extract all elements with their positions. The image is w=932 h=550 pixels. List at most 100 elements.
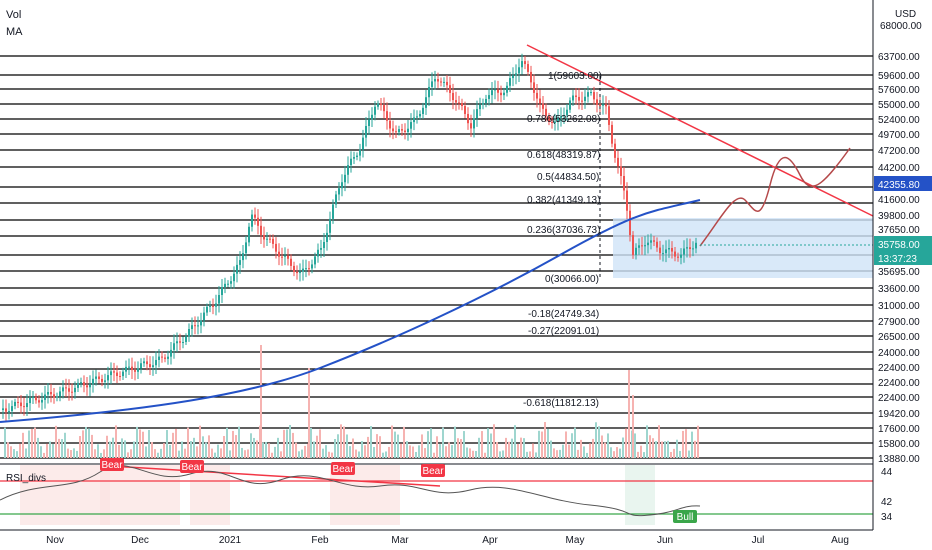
time-tick: Feb	[311, 535, 329, 546]
candle-body	[518, 67, 520, 74]
candle-body	[605, 104, 607, 107]
candle-body	[62, 387, 64, 392]
candle-body	[446, 81, 448, 86]
candle-body	[521, 61, 523, 68]
candle-body	[125, 366, 127, 372]
volume-bar	[166, 430, 168, 458]
candle-body	[203, 312, 205, 321]
candle-body	[149, 364, 151, 367]
candle-body	[431, 81, 433, 87]
candle-body	[299, 271, 301, 274]
candle-body	[497, 89, 499, 93]
volume-bar	[634, 433, 636, 458]
candle-body	[206, 306, 208, 313]
candle-body	[287, 255, 289, 259]
volume-bar	[667, 440, 669, 458]
volume-bar	[514, 425, 516, 458]
candle-body	[44, 394, 46, 400]
volume-bar	[499, 451, 501, 458]
volume-bar	[529, 451, 531, 458]
time-tick: May	[566, 535, 585, 546]
volume-bar	[670, 451, 672, 458]
rsi-zone	[190, 465, 230, 525]
volume-spike	[308, 368, 310, 458]
time-axis[interactable]: Nov Dec 2021 Feb Mar Apr May Jun Jul Aug	[0, 529, 873, 546]
volume-bar	[610, 447, 612, 458]
candle-body	[671, 248, 673, 252]
volume-bar	[385, 451, 387, 458]
candle-body	[233, 273, 235, 282]
candle-body	[389, 120, 391, 129]
volume-bar	[646, 425, 648, 458]
time-tick: Jun	[657, 535, 673, 546]
volume-bar	[226, 427, 228, 458]
axis-price-label: 42355.80	[878, 180, 920, 191]
axis-price-label: 52400.00	[878, 115, 920, 126]
volume-bar	[688, 450, 690, 458]
candle-body	[359, 149, 361, 156]
volume-bar	[4, 427, 6, 458]
candle-body	[146, 361, 148, 365]
candle-body	[695, 242, 697, 249]
volume-bar	[301, 449, 303, 458]
axis-price-badge	[874, 250, 932, 265]
candle-body	[371, 114, 373, 120]
top-price-label: 68000.00	[880, 21, 922, 32]
price-axis[interactable]: 63700.00 59600.00 57600.00 55000.00 52400.00…	[872, 0, 932, 530]
ma-label: MA	[6, 26, 23, 38]
time-tick: Mar	[391, 535, 409, 546]
volume-bar	[67, 448, 69, 458]
volume-bar	[676, 439, 678, 458]
candle-body	[692, 248, 694, 250]
volume-bar	[487, 428, 489, 458]
candle-body	[83, 382, 85, 386]
volume-bar	[472, 450, 474, 458]
fib-label: 0.382(41349.13)	[527, 195, 600, 206]
axis-price-label: 22400.00	[878, 363, 920, 374]
axis-price-label: 37650.00	[878, 225, 920, 236]
candle-body	[677, 256, 679, 258]
volume-bar	[178, 450, 180, 458]
candle-body	[59, 391, 61, 397]
volume-bar	[517, 443, 519, 458]
candle-body	[257, 217, 259, 226]
volume-bar	[280, 451, 282, 458]
volume-bar	[34, 427, 36, 458]
candle-body	[425, 97, 427, 108]
candle-body	[326, 232, 328, 243]
candle-body	[467, 113, 469, 124]
volume-bar	[112, 437, 114, 458]
candle-body	[185, 336, 187, 342]
volume-bar	[175, 428, 177, 458]
volume-spike	[260, 345, 262, 458]
volume-bar	[319, 429, 321, 458]
candle-body	[335, 194, 337, 205]
volume-bar	[655, 441, 657, 458]
candle-body	[227, 283, 229, 285]
candle-body	[626, 190, 628, 211]
candle-body	[218, 295, 220, 304]
candle-body	[308, 268, 310, 270]
projection-path	[699, 147, 851, 247]
time-tick: 2021	[219, 535, 242, 546]
volume-bar	[418, 445, 420, 458]
axis-price-label: 49700.00	[878, 130, 920, 141]
volume-bar	[88, 428, 90, 458]
volume-bar	[94, 449, 96, 458]
candle-body	[368, 119, 370, 127]
volume-bar	[70, 450, 72, 458]
volume-bar	[85, 427, 87, 458]
volume-bar	[100, 452, 102, 458]
candle-body	[110, 371, 112, 376]
axis-price-label: 59600.00	[878, 71, 920, 82]
volume-bar	[448, 442, 450, 458]
volume-bar	[79, 436, 81, 458]
volume-bar	[565, 431, 567, 458]
candle-body	[155, 359, 157, 366]
volume-bar	[460, 439, 462, 458]
candle-body	[182, 341, 184, 343]
volume-bar	[619, 448, 621, 458]
candle-body	[140, 363, 142, 369]
volume-bar	[250, 433, 252, 458]
